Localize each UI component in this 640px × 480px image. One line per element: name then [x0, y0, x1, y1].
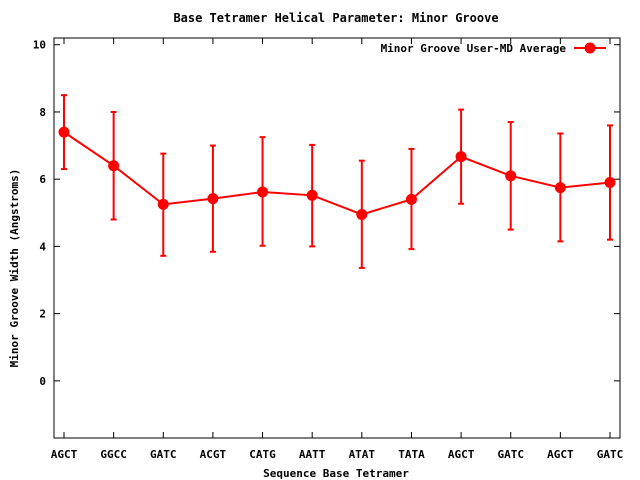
series-line	[63, 131, 611, 216]
data-point	[604, 177, 616, 189]
data-point	[554, 182, 566, 194]
x-tick-label: GATC	[597, 448, 624, 461]
legend-label: Minor Groove User-MD Average	[381, 42, 567, 55]
plot-frame	[53, 37, 621, 439]
data-point	[257, 186, 269, 198]
x-tick-label: AGCT	[547, 448, 574, 461]
y-tick-label: 6	[39, 173, 46, 186]
legend: Minor Groove User-MD Average	[381, 42, 606, 55]
data-point	[306, 189, 318, 201]
chart-title: Base Tetramer Helical Parameter: Minor G…	[173, 11, 498, 25]
x-tick-label: AATT	[299, 448, 326, 461]
data-point	[505, 170, 517, 182]
data-point	[405, 193, 417, 205]
x-tick-label: GATC	[150, 448, 177, 461]
x-tick-label: CATG	[249, 448, 276, 461]
data-point	[455, 151, 467, 163]
x-tick-label: GATC	[497, 448, 524, 461]
x-axis-label: Sequence Base Tetramer	[263, 467, 409, 480]
x-tick-label: AGCT	[51, 448, 78, 461]
x-tick-label: AGCT	[448, 448, 475, 461]
y-axis-ticks: 0 2 4 6 8 10	[33, 39, 620, 388]
x-axis-ticks: AGCT GGCC GATC ACGT CATG AATT ATAT TATA AGCT GATC…	[51, 38, 624, 461]
x-tick-label: GGCC	[100, 448, 127, 461]
y-tick-label: 0	[39, 375, 46, 388]
data-point	[58, 126, 70, 138]
x-tick-label: TATA	[398, 448, 425, 461]
x-tick-label: ACGT	[200, 448, 227, 461]
data-point	[108, 160, 120, 172]
x-tick-label: ATAT	[349, 448, 376, 461]
data-point	[207, 193, 219, 205]
y-tick-label: 10	[33, 39, 46, 52]
legend-marker	[584, 42, 596, 54]
series-layer	[58, 94, 616, 269]
y-tick-label: 8	[39, 106, 46, 119]
y-tick-label: 2	[39, 308, 46, 321]
y-axis-label: Minor Groove Width (Angstroms)	[8, 169, 21, 368]
data-point	[157, 198, 169, 210]
data-point	[356, 208, 368, 220]
y-tick-label: 4	[39, 240, 46, 253]
